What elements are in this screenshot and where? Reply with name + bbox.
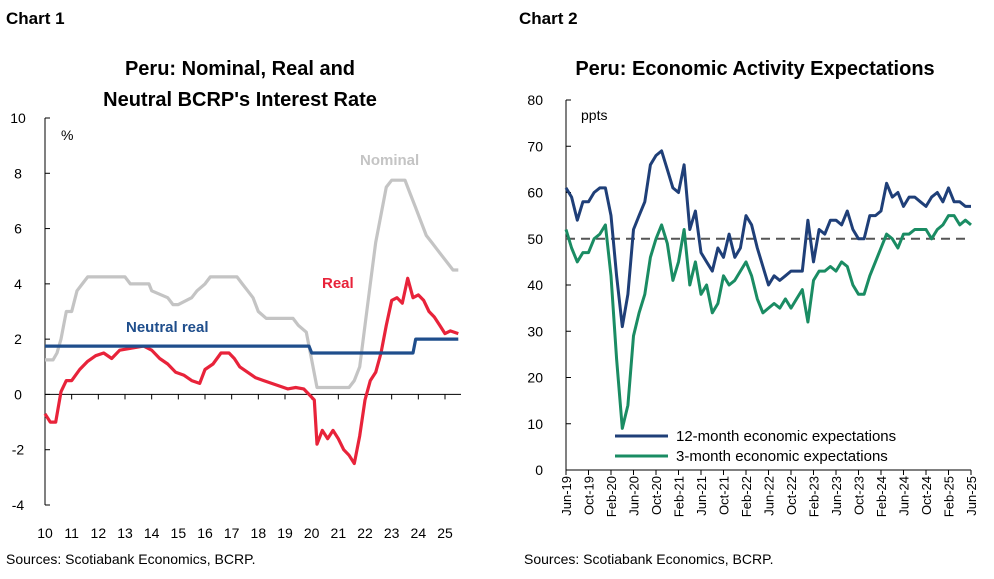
chart2-x-tick-label: Oct-24 [919,476,934,515]
chart2-y-tick-label: 50 [527,231,543,247]
chart2-unit-label: ppts [581,107,607,123]
chart2-x-tick-label: Jun-25 [964,476,979,516]
chart2-x-tick-label: Oct-22 [784,476,799,515]
chart1-title-line2: Neutral BCRP's Interest Rate [103,89,377,111]
chart1-x-tick-label: 12 [91,525,107,541]
chart1-x-tick-label: 11 [64,525,79,541]
chart1-series-nominal [45,178,459,390]
chart1-x-tick-label: 21 [331,525,347,541]
chart1-x-tick-label: 14 [144,525,160,541]
chart2-series-3-month [564,214,972,430]
chart1-annotation-nominal: Nominal [360,152,419,169]
chart1-x-tick-label: 24 [411,525,427,541]
chart2-legend-label: 3-month economic expectations [676,448,888,465]
chart1-y-tick-label: 2 [14,331,22,347]
chart1-title-line1: Peru: Nominal, Real and [125,58,355,80]
chart2-plot: 0 10 20 30 40 50 60 70 80 Jun-19 Oct-19 Feb-20 Jun-2… [527,92,979,517]
chart2-series-12-month [564,149,971,329]
chart1-series-neutral-real [45,337,459,355]
chart2-x-tick-label: Feb-20 [604,476,619,517]
chart1-x-tick-label: 10 [37,525,53,541]
chart1-x-tick-label: 25 [437,525,453,541]
chart1-y-tick-label: 10 [10,110,26,126]
chart1-x-tick-label: 15 [171,525,187,541]
chart2-y-tick-label: 10 [527,416,543,432]
chart2-x-tick-label: Jun-22 [762,476,777,516]
chart2-legend-label: 12-month economic expectations [676,428,896,445]
chart2-x-tick-label: Jun-23 [829,476,844,516]
chart2-y-tick-label: 20 [527,370,543,386]
chart2-x-tick-label: Jun-20 [627,476,642,516]
chart2-x-tick-label: Feb-25 [942,476,957,517]
chart2-x-tick-label: Feb-24 [874,476,889,517]
chart2-source: Sources: Scotiabank Economics, BCRP. [524,551,774,567]
chart1-x-tick-label: 23 [384,525,400,541]
chart1-y-tick-label: 6 [14,221,22,237]
chart2-x-tick-label: Feb-21 [672,476,687,517]
chart2-x-tick-label: Jun-19 [559,476,574,516]
chart2-x-tick-label: Feb-22 [739,476,754,517]
chart2-title: Peru: Economic Activity Expectations [575,58,934,80]
chart1-unit-label: % [61,127,73,143]
chart2-x-tick-label: Jun-24 [897,476,912,516]
chart1-y-tick-label: 8 [14,165,22,181]
chart1-x-tick-label: 17 [224,525,240,541]
chart1-x-tick-label: 19 [277,525,293,541]
chart1-annotation-real: Real [322,275,354,292]
chart2-y-tick-label: 0 [535,462,543,478]
chart2-y-tick-label: 70 [527,138,543,154]
chart2-x-tick-label: Feb-23 [807,476,822,517]
chart1-annotation-neutral-real: Neutral real [126,319,209,336]
chart1-series-real [43,276,459,466]
chart1-x-tick-label: 16 [197,525,213,541]
chart2-x-tick-label: Oct-20 [649,476,664,515]
chart1-x-tick-label: 18 [251,525,267,541]
chart2-y-tick-label: 40 [527,277,543,293]
chart2-x-tick-label: Oct-21 [717,476,732,515]
chart1-x-tick-label: 22 [357,525,373,541]
chart2-y-tick-label: 30 [527,323,543,339]
chart1-y-tick-label: -2 [12,442,25,458]
chart2-x-tick-label: Oct-23 [852,476,867,515]
chart2-y-tick-label: 60 [527,185,543,201]
chart1-x-tick-label: 13 [117,525,133,541]
chart1-x-tick-label: 20 [304,525,320,541]
chart2-label: Chart 2 [519,9,578,28]
chart1-y-tick-label: -4 [12,497,25,513]
chart1-y-tick-label: 4 [14,276,22,292]
chart2-x-tick-label: Oct-19 [582,476,597,515]
chart2-y-tick-label: 80 [527,92,543,108]
chart2-x-tick-label: Jun-21 [694,476,709,516]
chart1-label: Chart 1 [6,9,65,28]
chart1-y-tick-label: 0 [14,386,22,402]
chart1-source: Sources: Scotiabank Economics, BCRP. [6,551,256,567]
